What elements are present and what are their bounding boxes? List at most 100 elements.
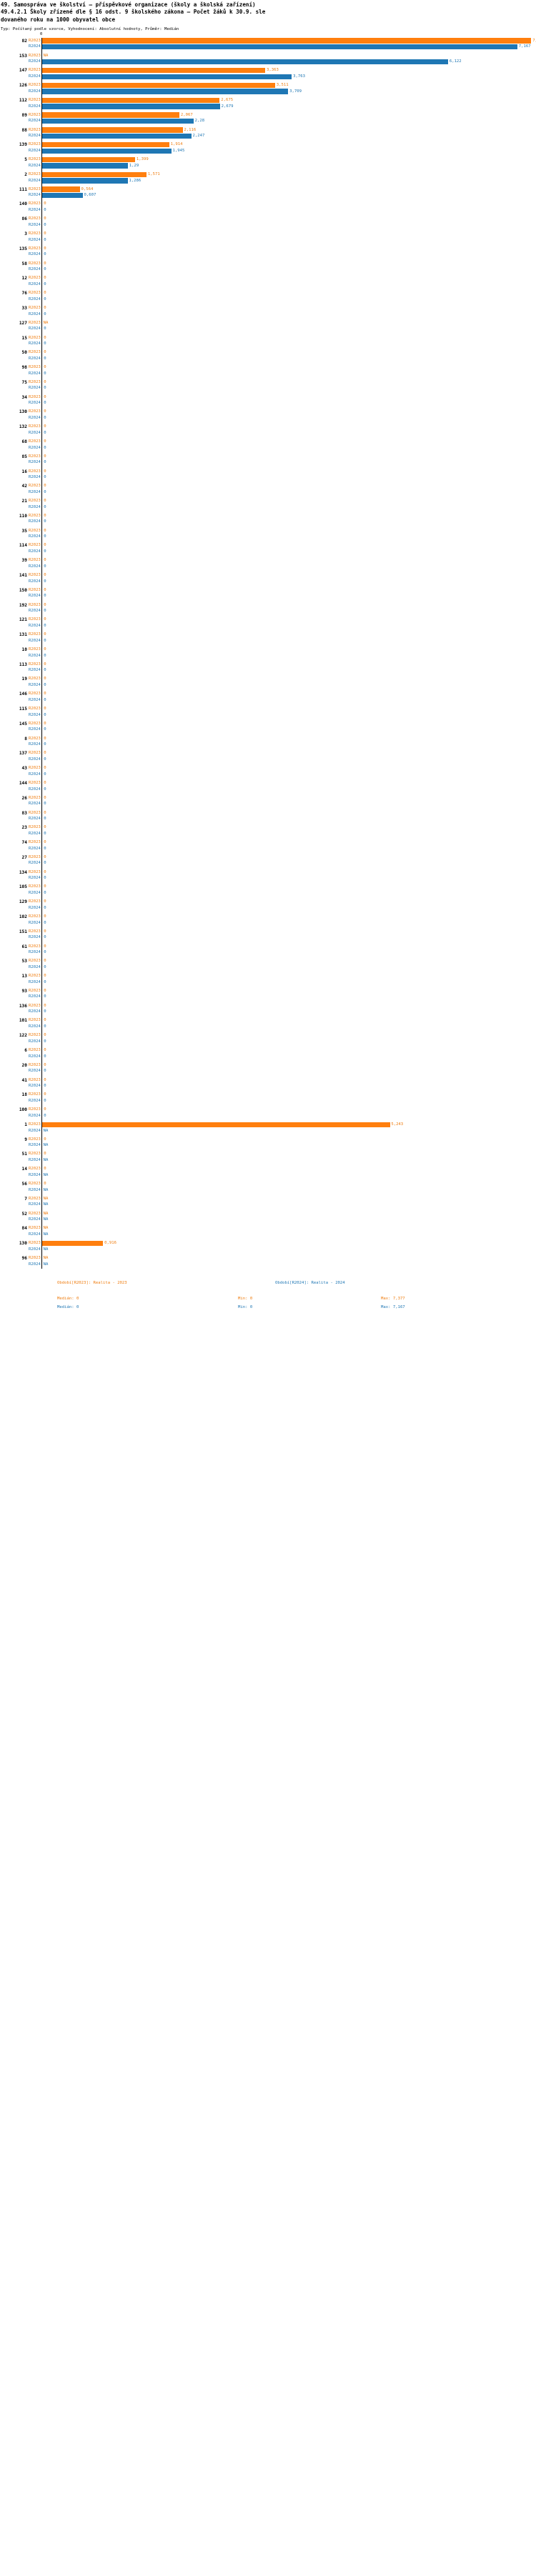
bar-s2024[interactable] bbox=[42, 44, 517, 50]
series-label-s2023: R2023 bbox=[29, 350, 41, 355]
bar-s2023[interactable] bbox=[42, 156, 136, 163]
series-label-s2023: R2023 bbox=[29, 68, 41, 73]
series-label-s2023: R2023 bbox=[29, 1152, 41, 1157]
bar-s2024[interactable] bbox=[42, 118, 194, 124]
group-label: 53 bbox=[21, 959, 27, 964]
bar-value-s2024: 0 bbox=[44, 564, 46, 569]
series-label-s2023: R2023 bbox=[29, 142, 41, 147]
series-label-s2023: R2023 bbox=[29, 707, 41, 712]
chart-group: 83 R2023 0 R2024 0 bbox=[0, 810, 536, 825]
chart-row: R2024 0 bbox=[0, 579, 536, 585]
series-label-s2024: R2024 bbox=[29, 163, 41, 168]
bar-s2023[interactable] bbox=[42, 1240, 104, 1247]
chart-row: R2024 1,29 bbox=[0, 163, 536, 169]
chart-row: R2023 0 bbox=[0, 810, 536, 817]
chart-group: 111 R2023 0,564 R2024 0,607 bbox=[0, 186, 536, 201]
chart-row: R2024 0 bbox=[0, 593, 536, 599]
group-label: 83 bbox=[21, 810, 27, 816]
chart-row: R2023 NA bbox=[0, 1196, 536, 1202]
series-label-s2024: R2024 bbox=[29, 891, 41, 896]
bar-s2024[interactable] bbox=[42, 178, 128, 184]
group-label: 26 bbox=[21, 795, 27, 801]
chart-group: 34 R2023 0 R2024 0 bbox=[0, 394, 536, 409]
chart-group: 137 R2023 0 R2024 0 bbox=[0, 750, 536, 765]
series-label-s2023: R2023 bbox=[29, 602, 41, 607]
bar-value-na: NA bbox=[43, 320, 49, 325]
chart-group: 58 R2023 0 R2024 0 bbox=[0, 261, 536, 276]
bar-s2023[interactable] bbox=[42, 141, 169, 148]
series-label-s2023: R2023 bbox=[29, 53, 41, 58]
bar-value-s2024: 0 bbox=[44, 341, 46, 346]
chart-group: 3 R2023 0 R2024 0 bbox=[0, 231, 536, 246]
bar-s2023[interactable] bbox=[42, 97, 220, 103]
chart-row: R2023 0 bbox=[0, 944, 536, 950]
bar-s2024[interactable] bbox=[42, 74, 292, 80]
bar-s2023[interactable] bbox=[42, 112, 180, 118]
bar-value-na: NA bbox=[43, 1247, 49, 1252]
series-label-s2023: R2023 bbox=[29, 409, 41, 414]
bar-s2023[interactable] bbox=[42, 82, 275, 89]
bar-s2023[interactable] bbox=[42, 68, 266, 74]
chart-row: R2024 NA bbox=[0, 1142, 536, 1149]
chart-row: R2024 NA bbox=[0, 1128, 536, 1134]
bar-value-s2023: 0 bbox=[44, 365, 46, 370]
bar-s2024[interactable] bbox=[42, 148, 172, 154]
bar-value-s2023: 0 bbox=[44, 543, 46, 548]
bar-value-s2024: 0 bbox=[44, 787, 46, 792]
chart-row: R2024 0 bbox=[0, 949, 536, 956]
chart-row: R2023 0 bbox=[0, 899, 536, 905]
bar-value-s2024: 0 bbox=[44, 920, 46, 925]
bar-s2024[interactable] bbox=[42, 192, 83, 199]
bar-s2024[interactable] bbox=[42, 133, 192, 139]
bar-s2023[interactable] bbox=[42, 38, 532, 44]
bar-value-s2023: 0 bbox=[44, 499, 46, 504]
max-r2024: Max: 7,167 bbox=[381, 1304, 405, 1309]
series-label-s2024: R2024 bbox=[29, 1009, 41, 1014]
series-label-s2024: R2024 bbox=[29, 638, 41, 643]
chart-row: R2024 0 bbox=[0, 385, 536, 391]
series-label-s2024: R2024 bbox=[29, 905, 41, 910]
chart-group: 93 R2023 0 R2024 0 bbox=[0, 988, 536, 1003]
chart-row: R2023 0 bbox=[0, 616, 536, 623]
bar-s2024[interactable] bbox=[42, 163, 128, 169]
chart-row: R2024 2,28 bbox=[0, 118, 536, 124]
bar-value-s2023: 0 bbox=[44, 439, 46, 444]
bar-value-s2023: 0 bbox=[44, 587, 46, 592]
group-label: 141 bbox=[19, 573, 27, 579]
series-label-s2023: R2023 bbox=[29, 677, 41, 682]
bar-s2024[interactable] bbox=[42, 104, 220, 109]
chart-row: R2023 0 bbox=[0, 335, 536, 341]
bar-value-s2024: 0 bbox=[44, 401, 46, 406]
chart-row: R2024 2,247 bbox=[0, 133, 536, 139]
group-label: 14 bbox=[21, 1167, 27, 1172]
bar-s2023[interactable] bbox=[42, 1122, 390, 1127]
series-label-s2024: R2024 bbox=[29, 281, 41, 286]
chart-group: 126 R2023 3,511 R2024 3,709 bbox=[0, 82, 536, 97]
bar-value-s2024: 0 bbox=[44, 846, 46, 851]
bar-value-s2023: 1,914 bbox=[170, 142, 183, 147]
series-label-s2024: R2024 bbox=[29, 1113, 41, 1118]
chart-row: R2023 0 bbox=[0, 1047, 536, 1054]
bar-value-na: NA bbox=[43, 1158, 49, 1163]
bar-s2024[interactable] bbox=[42, 89, 289, 94]
group-label: 192 bbox=[19, 602, 27, 608]
chart-group: 153 R2023 NA R2024 6,122 bbox=[0, 53, 536, 68]
bar-s2023[interactable] bbox=[42, 186, 80, 192]
chart-row: R2023 0 bbox=[0, 394, 536, 401]
bar-value-s2024: 0 bbox=[44, 252, 46, 257]
series-label-s2024: R2024 bbox=[29, 416, 41, 421]
bar-s2024[interactable] bbox=[42, 59, 449, 65]
series-label-s2024: R2024 bbox=[29, 371, 41, 376]
bar-s2023[interactable] bbox=[42, 127, 183, 133]
series-label-s2024: R2024 bbox=[29, 1143, 41, 1148]
group-label: 39 bbox=[21, 558, 27, 564]
series-label-s2024: R2024 bbox=[29, 1202, 41, 1207]
series-label-s2024: R2024 bbox=[29, 876, 41, 881]
group-label: 13 bbox=[21, 974, 27, 979]
bar-s2023[interactable] bbox=[42, 171, 147, 177]
series-label-s2024: R2024 bbox=[29, 994, 41, 999]
bar-value-s2023: 1,399 bbox=[136, 157, 149, 162]
chart-group: 130 R2023 0 R2024 0 bbox=[0, 409, 536, 424]
chart-group: 114 R2023 0 R2024 0 bbox=[0, 542, 536, 557]
series-label-s2023: R2023 bbox=[29, 98, 41, 103]
